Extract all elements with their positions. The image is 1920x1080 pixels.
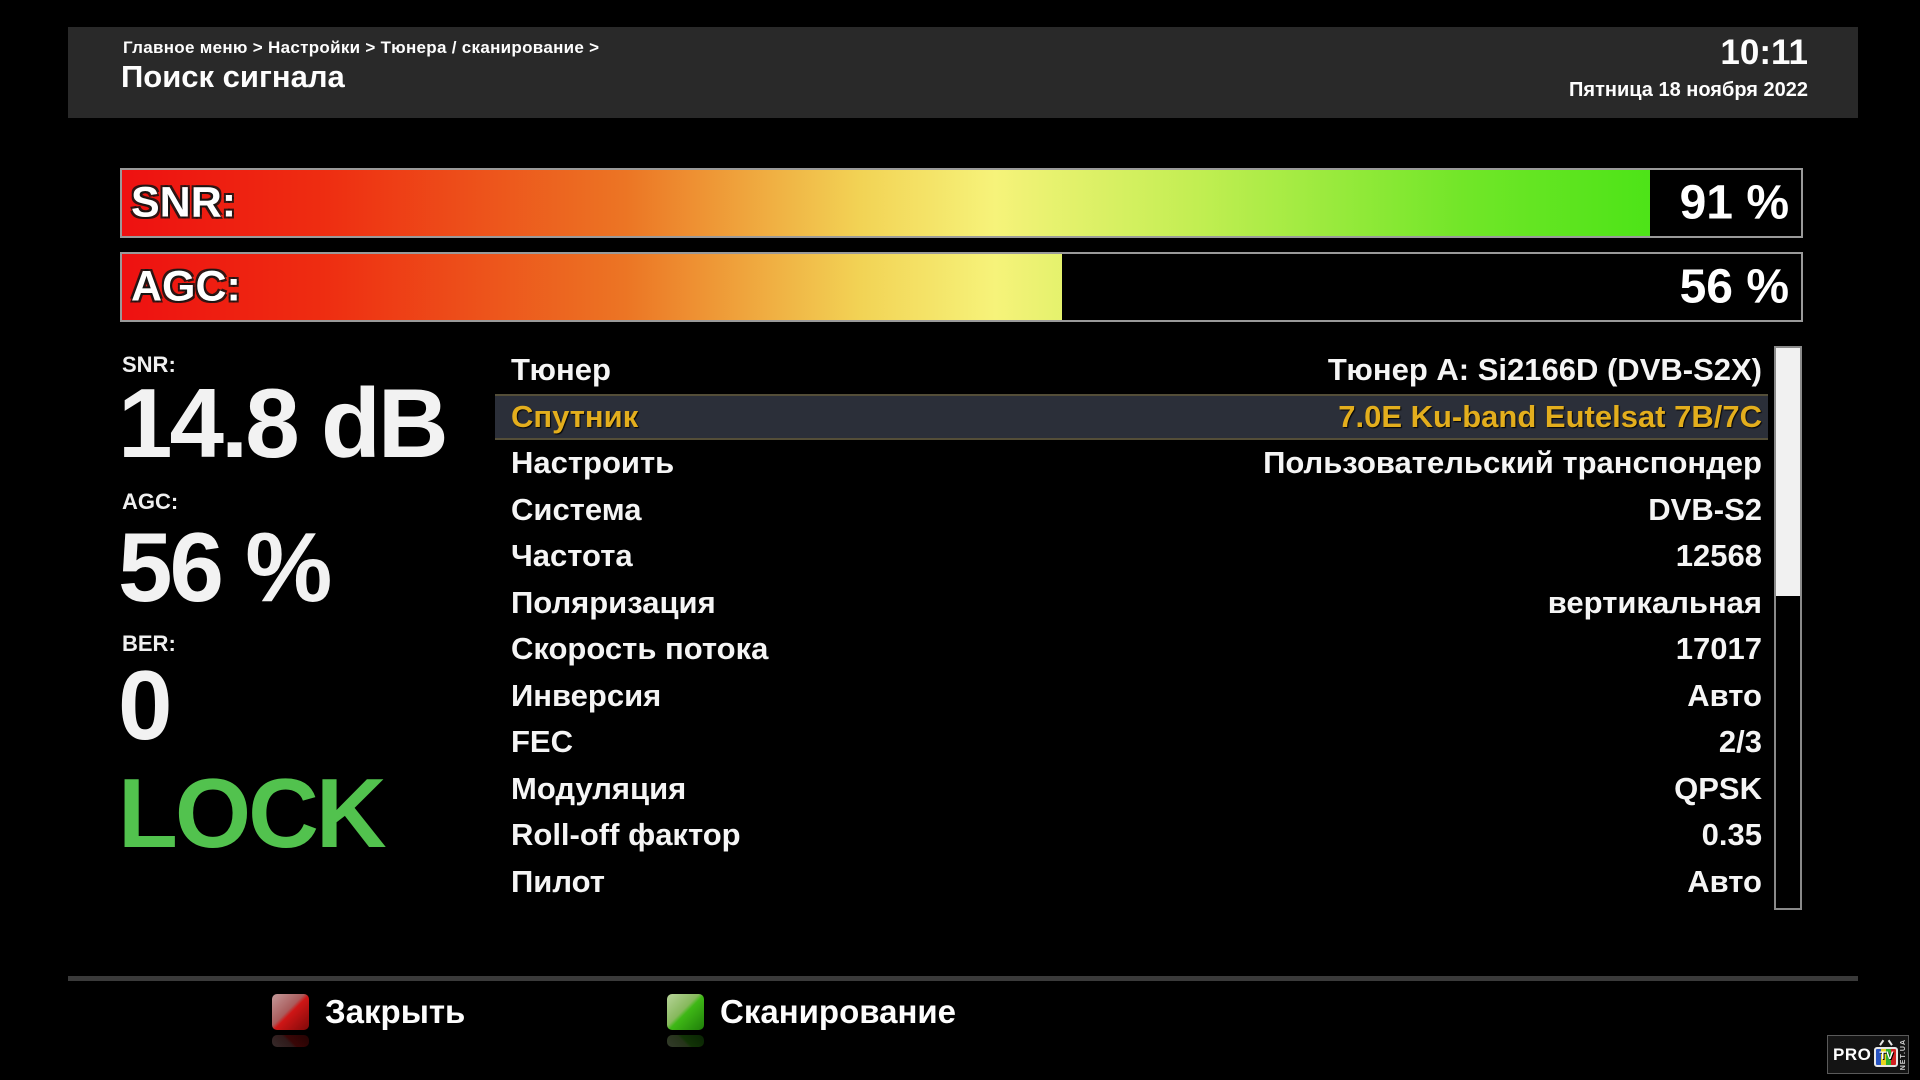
logo-netua-text: NET.UA bbox=[1900, 1038, 1908, 1071]
brand-logo: PRO TV NET.UA bbox=[1827, 1035, 1909, 1074]
menu-row-value: Пользовательский транспондер bbox=[1263, 445, 1762, 481]
agc-bar-value: 56 % bbox=[1679, 260, 1789, 314]
menu-row-frequency[interactable]: Частота 12568 bbox=[495, 533, 1768, 580]
footer-divider bbox=[68, 976, 1858, 981]
menu-row-label: Скорость потока bbox=[511, 631, 769, 667]
scrollbar-thumb[interactable] bbox=[1776, 348, 1800, 597]
menu-row-label: Инверсия bbox=[511, 677, 662, 713]
green-key-reflection bbox=[667, 1035, 704, 1047]
page-title: Поиск сигнала bbox=[121, 59, 345, 94]
menu-row-modulation[interactable]: Модуляция QPSK bbox=[495, 766, 1768, 813]
scan-button[interactable]: Сканирование bbox=[667, 991, 957, 1047]
menu-row-value: вертикальная bbox=[1547, 584, 1762, 620]
tuner-settings-menu: Тюнер Тюнер A: Si2166D (DVB-S2X) Спутник… bbox=[495, 347, 1768, 905]
logo-pro-text: PRO bbox=[1833, 1044, 1872, 1064]
snr-bar-mask bbox=[1649, 170, 1801, 236]
agc-bar-label: AGC: bbox=[131, 262, 241, 311]
snr-bar-value: 91 % bbox=[1679, 176, 1789, 230]
snr-progress-bar: SNR: 91 % bbox=[120, 168, 1803, 238]
menu-row-label: Настроить bbox=[511, 445, 675, 481]
green-key-icon bbox=[667, 994, 704, 1030]
tv-icon: TV bbox=[1874, 1046, 1899, 1067]
agc-progress-bar: AGC: 56 % bbox=[120, 252, 1803, 322]
menu-row-value: Тюнер A: Si2166D (DVB-S2X) bbox=[1327, 352, 1762, 388]
menu-row-label: Спутник bbox=[511, 398, 639, 434]
menu-row-label: Пилот bbox=[511, 863, 605, 899]
menu-row-value: QPSK bbox=[1674, 770, 1762, 806]
snr-bar-gradient bbox=[122, 170, 1801, 236]
red-key-icon bbox=[272, 994, 309, 1030]
menu-row-label: Система bbox=[511, 491, 642, 527]
agc-stat-value: 56 % bbox=[118, 512, 332, 622]
menu-row-label: Модуляция bbox=[511, 770, 687, 806]
menu-row-value: 12568 bbox=[1675, 538, 1762, 574]
menu-row-value: 0.35 bbox=[1701, 817, 1762, 853]
menu-row-fec[interactable]: FEC 2/3 bbox=[495, 719, 1768, 766]
menu-row-satellite[interactable]: Спутник 7.0E Ku-band Eutelsat 7B/7C bbox=[495, 393, 1768, 440]
menu-row-symbol-rate[interactable]: Скорость потока 17017 bbox=[495, 626, 1768, 673]
ber-stat-value: 0 bbox=[118, 650, 172, 760]
red-key-reflection bbox=[272, 1035, 309, 1047]
lock-status: LOCK bbox=[118, 758, 387, 868]
menu-row-polarization[interactable]: Поляризация вертикальная bbox=[495, 580, 1768, 627]
snr-stat-value: 14.8 dB bbox=[118, 368, 449, 478]
logo-tv-text: TV bbox=[1879, 1049, 1894, 1062]
menu-row-label: Поляризация bbox=[511, 584, 716, 620]
menu-row-rolloff[interactable]: Roll-off фактор 0.35 bbox=[495, 812, 1768, 859]
menu-row-value: Авто bbox=[1687, 677, 1762, 713]
menu-row-value: 17017 bbox=[1675, 631, 1762, 667]
menu-row-system[interactable]: Система DVB-S2 bbox=[495, 487, 1768, 534]
breadcrumb: Главное меню > Настройки > Тюнера / скан… bbox=[123, 38, 600, 57]
ber-stat-label: BER: bbox=[122, 631, 176, 656]
date: Пятница 18 ноября 2022 bbox=[1569, 79, 1808, 101]
menu-row-label: Тюнер bbox=[511, 352, 611, 388]
menu-row-tune[interactable]: Настроить Пользовательский транспондер bbox=[495, 440, 1768, 487]
snr-bar-label: SNR: bbox=[131, 178, 237, 227]
menu-row-value: DVB-S2 bbox=[1648, 491, 1762, 527]
menu-scrollbar[interactable] bbox=[1774, 346, 1802, 910]
header-bar: Главное меню > Настройки > Тюнера / скан… bbox=[68, 27, 1858, 118]
menu-row-pilot[interactable]: Пилот Авто bbox=[495, 859, 1768, 906]
menu-row-value: 2/3 bbox=[1718, 724, 1762, 760]
menu-row-label: FEC bbox=[511, 724, 573, 760]
menu-row-label: Roll-off фактор bbox=[511, 817, 741, 853]
menu-row-value: 7.0E Ku-band Eutelsat 7B/7C bbox=[1338, 398, 1762, 434]
menu-row-value: Авто bbox=[1687, 863, 1762, 899]
close-button-label: Закрыть bbox=[325, 993, 466, 1030]
scan-button-label: Сканирование bbox=[720, 993, 957, 1030]
menu-row-tuner[interactable]: Тюнер Тюнер A: Si2166D (DVB-S2X) bbox=[495, 347, 1768, 394]
agc-bar-mask bbox=[1062, 254, 1801, 320]
agc-stat-label: AGC: bbox=[122, 489, 179, 514]
close-button[interactable]: Закрыть bbox=[272, 991, 466, 1047]
snr-stat-label: SNR: bbox=[122, 352, 176, 377]
menu-row-inversion[interactable]: Инверсия Авто bbox=[495, 673, 1768, 720]
menu-row-label: Частота bbox=[511, 538, 633, 574]
clock: 10:11 bbox=[1720, 33, 1808, 72]
